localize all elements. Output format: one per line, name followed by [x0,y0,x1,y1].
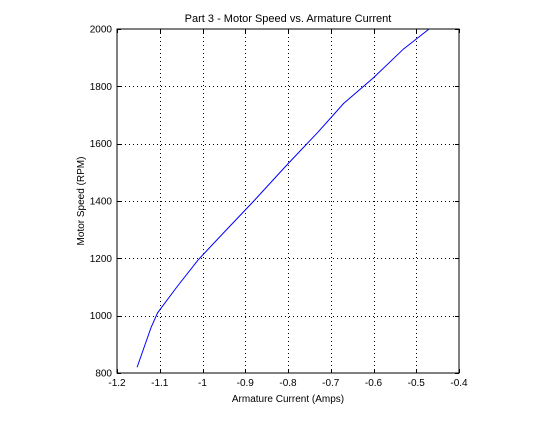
x-axis-label: Armature Current (Amps) [232,394,344,405]
y-tick-label: 2000 [90,25,113,36]
y-tick-label: 1400 [90,197,113,208]
y-tick-labels: 800 1000 1200 1400 1600 1800 2000 [90,25,113,380]
series-layer [136,28,430,368]
x-tick-label: -1 [198,378,207,389]
x-tick-label: -0.6 [365,378,383,389]
ticks [117,29,460,374]
y-tick-label: 1200 [90,254,113,265]
y-tick-label: 1600 [90,139,113,150]
chart-title: Part 3 - Motor Speed vs. Armature Curren… [185,13,392,25]
x-tick-label: -0.9 [237,378,255,389]
grid-lines [117,29,459,373]
x-tick-label: -1.2 [108,378,126,389]
y-tick-label: 1000 [90,311,113,322]
y-tick-label: 1800 [90,82,113,93]
y-axis-label: Motor Speed (RPM) [76,157,87,246]
y-tick-label: 800 [95,369,112,380]
x-tick-labels: -1.2 -1.1 -1 -0.9 -0.8 -0.7 -0.6 -0.5 -0.4 [108,378,468,389]
x-tick-label: -0.8 [279,378,297,389]
x-tick-label: -0.7 [322,378,340,389]
x-tick-label: -1.1 [151,378,169,389]
x-tick-label: -0.5 [408,378,426,389]
series-line [136,28,430,368]
x-tick-label: -0.4 [450,378,468,389]
